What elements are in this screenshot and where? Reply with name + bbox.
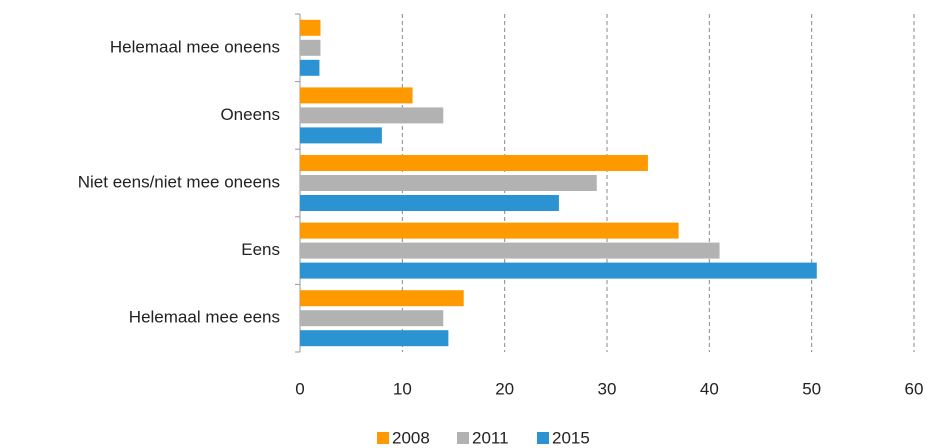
legend-swatch [537,432,549,444]
y-tick-label: Oneens [220,105,280,124]
bar [300,290,464,307]
y-tick-label: Eens [241,240,280,259]
bar [300,155,648,171]
x-tick-label: 10 [393,379,412,398]
x-tick-label: 20 [495,379,514,398]
y-tick-label: Helemaal mee eens [129,308,280,327]
bar [300,107,444,124]
bar [300,175,597,191]
bar [300,59,320,76]
bar [300,310,444,327]
x-tick-label: 50 [802,379,821,398]
y-tick-label: Helemaal mee oneens [110,37,280,56]
x-tick-label: 60 [905,379,924,398]
legend-label: 2008 [392,428,430,447]
bar [300,330,449,347]
bar [300,262,817,279]
bar [300,242,720,259]
bar [300,222,679,239]
bar [300,39,321,56]
legend-label: 2015 [552,428,590,447]
legend-swatch [377,432,389,444]
x-tick-label: 30 [598,379,617,398]
x-tick-label: 0 [295,379,304,398]
x-tick-label: 40 [700,379,719,398]
y-tick-label: Niet eens/niet mee oneens [78,172,280,191]
bar [300,87,413,104]
bar [300,127,382,144]
bar [300,19,321,36]
legend-label: 2011 [472,428,509,447]
bar [300,195,559,211]
legend-swatch [457,432,469,444]
